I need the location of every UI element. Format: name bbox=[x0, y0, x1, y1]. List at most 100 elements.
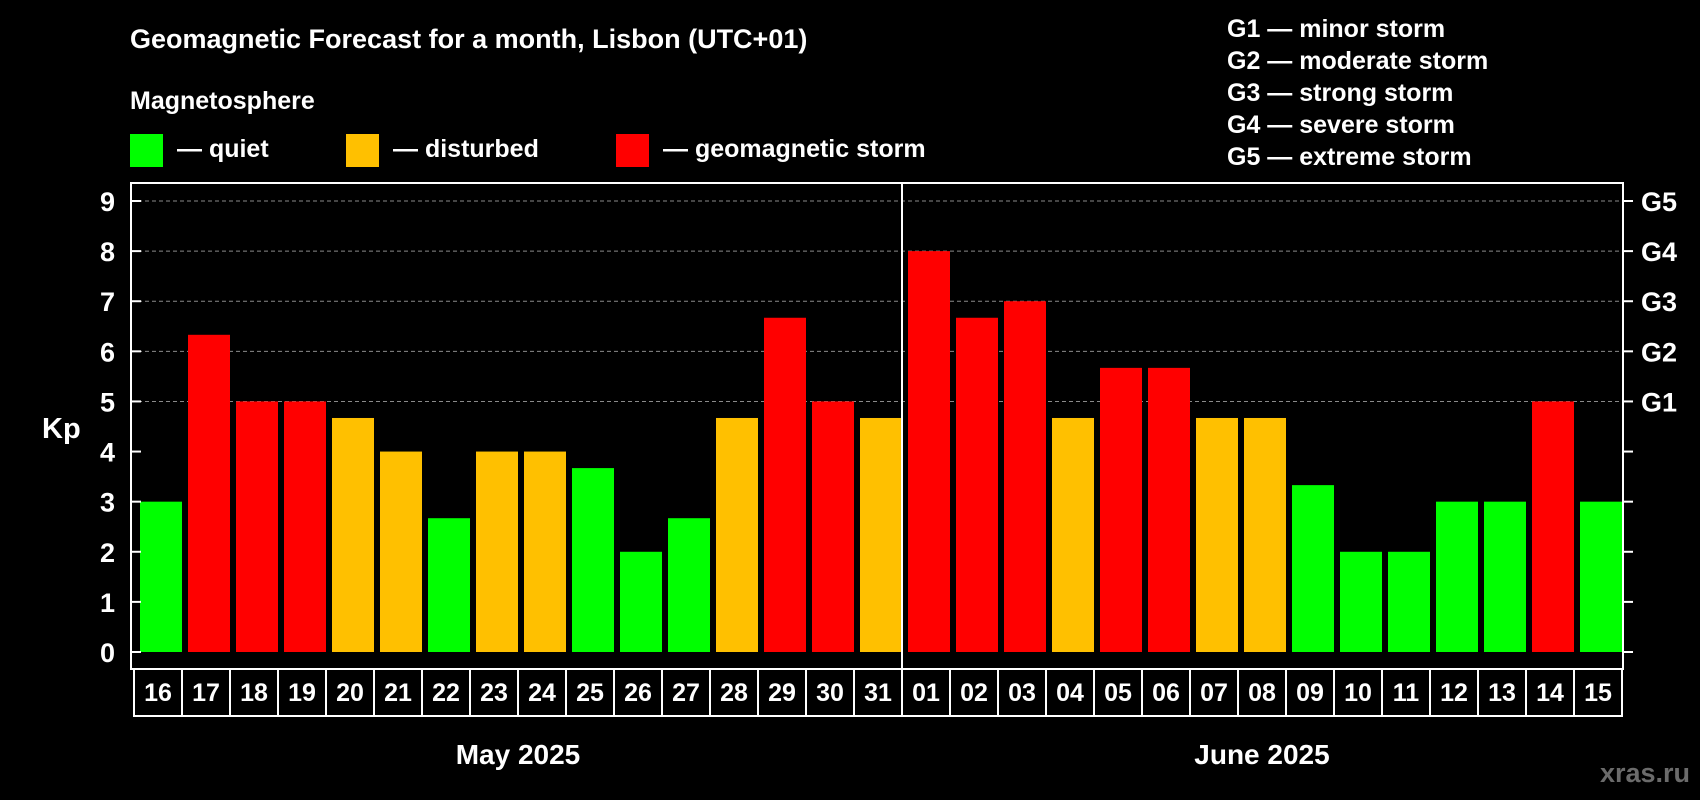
bar-07 bbox=[1196, 417, 1238, 652]
legend: — quiet — disturbed — geomagnetic storm bbox=[130, 134, 926, 167]
g-label-G3: G3 bbox=[1641, 287, 1677, 317]
legend-label-3: — geomagnetic storm bbox=[663, 135, 926, 163]
bar-02 bbox=[956, 317, 998, 652]
x-tick-label-05: 05 bbox=[1104, 679, 1132, 707]
y-tick-label-7: 7 bbox=[100, 287, 115, 317]
x-tick-label-21: 21 bbox=[384, 679, 412, 707]
x-tick-label-01: 01 bbox=[912, 679, 940, 707]
y-tick-label-8: 8 bbox=[100, 237, 115, 267]
bar-29 bbox=[764, 317, 806, 652]
bar-14 bbox=[1532, 401, 1574, 652]
x-tick-label-14: 14 bbox=[1536, 679, 1564, 707]
bar-31 bbox=[860, 417, 902, 652]
bar-21 bbox=[380, 451, 422, 652]
bar-08 bbox=[1244, 417, 1286, 652]
bar-25 bbox=[572, 468, 614, 652]
legend-swatch-2 bbox=[346, 134, 379, 167]
x-tick-label-29: 29 bbox=[768, 679, 796, 707]
x-tick-label-27: 27 bbox=[672, 679, 700, 707]
x-tick-label-04: 04 bbox=[1056, 679, 1084, 707]
bar-17 bbox=[188, 334, 230, 652]
bar-30 bbox=[812, 401, 854, 652]
x-tick-label-08: 08 bbox=[1248, 679, 1276, 707]
x-tick-label-18: 18 bbox=[240, 679, 268, 707]
bar-18 bbox=[236, 401, 278, 652]
x-tick-label-20: 20 bbox=[336, 679, 364, 707]
grid bbox=[131, 200, 1623, 402]
y-axis: 0 1 2 3 4 5 6 7 8 9 bbox=[100, 187, 141, 668]
g-label-G2: G2 bbox=[1641, 337, 1677, 367]
bars bbox=[140, 251, 1622, 652]
x-tick-label-19: 19 bbox=[288, 679, 316, 707]
x-tick-label-12: 12 bbox=[1440, 679, 1468, 707]
bar-10 bbox=[1340, 551, 1382, 652]
y-tick-label-2: 2 bbox=[100, 538, 115, 568]
x-tick-label-11: 11 bbox=[1393, 679, 1420, 707]
storm-scale-item-1: G1 — minor storm bbox=[1227, 15, 1445, 43]
bar-03 bbox=[1004, 301, 1046, 652]
storm-scale-item-5: G5 — extreme storm bbox=[1227, 143, 1472, 171]
x-tick-label-16: 16 bbox=[144, 679, 172, 707]
watermark: xras.ru bbox=[1600, 758, 1690, 788]
legend-swatch-3 bbox=[616, 134, 649, 167]
day-label-box bbox=[133, 668, 1623, 717]
x-tick-label-25: 25 bbox=[576, 679, 604, 707]
storm-scale-list: G1 — minor storm G2 — moderate storm G3 — … bbox=[1227, 15, 1488, 171]
bar-19 bbox=[284, 401, 326, 652]
x-tick-label-23: 23 bbox=[480, 679, 508, 707]
x-tick-label-26: 26 bbox=[624, 679, 652, 707]
x-tick-label-02: 02 bbox=[960, 679, 988, 707]
bar-11 bbox=[1388, 551, 1430, 652]
y-axis-label: Kp bbox=[42, 413, 81, 445]
bar-06 bbox=[1148, 367, 1190, 652]
y-tick-label-3: 3 bbox=[100, 488, 115, 518]
bar-01 bbox=[908, 251, 950, 652]
bar-27 bbox=[668, 518, 710, 652]
month-label-1: May 2025 bbox=[456, 739, 581, 770]
y-tick-label-6: 6 bbox=[100, 337, 115, 367]
bar-20 bbox=[332, 417, 374, 652]
x-tick-label-28: 28 bbox=[720, 679, 748, 707]
g-label-G1: G1 bbox=[1641, 387, 1677, 417]
x-tick-label-15: 15 bbox=[1584, 679, 1612, 707]
x-tick-label-30: 30 bbox=[816, 679, 844, 707]
x-tick-label-03: 03 bbox=[1008, 679, 1036, 707]
x-tick-label-07: 07 bbox=[1200, 679, 1228, 707]
storm-scale-item-3: G3 — strong storm bbox=[1227, 79, 1453, 107]
bar-09 bbox=[1292, 485, 1334, 652]
y-tick-label-4: 4 bbox=[100, 438, 115, 468]
bar-26 bbox=[620, 551, 662, 652]
bar-15 bbox=[1580, 501, 1622, 652]
y-tick-label-5: 5 bbox=[100, 387, 115, 417]
x-tick-label-09: 09 bbox=[1296, 679, 1324, 707]
chart-title: Geomagnetic Forecast for a month, Lisbon… bbox=[130, 24, 807, 54]
y-tick-label-1: 1 bbox=[100, 588, 115, 618]
bar-04 bbox=[1052, 417, 1094, 652]
x-tick-label-10: 10 bbox=[1344, 679, 1372, 707]
x-tick-label-06: 06 bbox=[1152, 679, 1180, 707]
bar-13 bbox=[1484, 501, 1526, 652]
legend-label-1: — quiet bbox=[177, 135, 269, 163]
bar-16 bbox=[140, 501, 182, 652]
bar-23 bbox=[476, 451, 518, 652]
bar-12 bbox=[1436, 501, 1478, 652]
bar-24 bbox=[524, 451, 566, 652]
x-tick-label-22: 22 bbox=[432, 679, 460, 707]
month-label-2: June 2025 bbox=[1194, 739, 1329, 770]
legend-label-2: — disturbed bbox=[393, 135, 539, 163]
y-tick-label-9: 9 bbox=[100, 187, 115, 217]
x-tick-label-31: 31 bbox=[864, 679, 892, 707]
storm-scale-item-2: G2 — moderate storm bbox=[1227, 47, 1488, 75]
g-label-G5: G5 bbox=[1641, 187, 1677, 217]
g-scale-axis: G1 G2 G3 G4 G5 bbox=[1622, 187, 1677, 653]
x-tick-label-13: 13 bbox=[1488, 679, 1516, 707]
legend-swatch-1 bbox=[130, 134, 163, 167]
x-axis-day-labels: 16 17 18 19 20 21 22 23 24 25 26 27 28 29 30 31 01 02 03 04… bbox=[133, 668, 1623, 717]
bar-22 bbox=[428, 518, 470, 652]
y-tick-label-0: 0 bbox=[100, 638, 115, 668]
month-labels: May 2025 June 2025 bbox=[456, 739, 1330, 770]
bar-28 bbox=[716, 417, 758, 652]
legend-title: Magnetosphere bbox=[130, 87, 315, 115]
storm-scale-item-4: G4 — severe storm bbox=[1227, 111, 1455, 139]
